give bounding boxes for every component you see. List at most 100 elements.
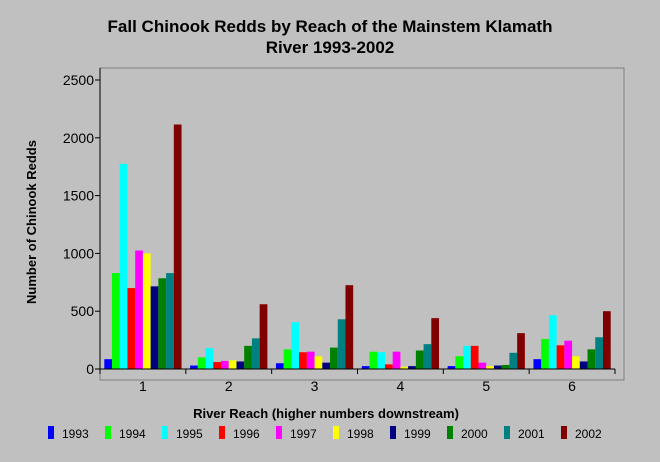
- legend-swatch: [561, 426, 567, 439]
- bar: [314, 356, 323, 369]
- y-axis: 0 500 1000 1500 2000 2500: [63, 72, 100, 377]
- bar: [548, 315, 557, 369]
- legend-label: 1997: [290, 427, 317, 441]
- bar: [259, 304, 268, 369]
- bar: [299, 352, 307, 369]
- bar: [572, 356, 580, 369]
- bar: [455, 356, 464, 369]
- x-tick-label: 2: [225, 378, 233, 394]
- bar: [431, 318, 440, 369]
- bar: [361, 366, 370, 369]
- bar: [400, 366, 409, 369]
- bar: [190, 365, 198, 369]
- legend-label: 1999: [404, 427, 431, 441]
- legend-swatch: [48, 426, 54, 439]
- y-tick-label: 2000: [63, 130, 94, 146]
- chart-title-line-2: River 1993-2002: [266, 38, 395, 57]
- legend-label: 1998: [347, 427, 374, 441]
- bar: [291, 322, 300, 369]
- bar: [602, 311, 611, 369]
- bar: [501, 364, 510, 369]
- bar: [275, 363, 284, 369]
- bar: [135, 250, 143, 369]
- bar: [244, 345, 252, 369]
- bar: [486, 366, 494, 369]
- legend-swatch: [219, 426, 225, 439]
- bar: [415, 350, 424, 369]
- bar: [533, 359, 542, 369]
- bar: [392, 351, 401, 369]
- legend-label: 1996: [233, 427, 260, 441]
- bar: [236, 361, 245, 369]
- bar: [509, 352, 518, 369]
- bar: [104, 359, 113, 369]
- y-axis-title: Number of Chinook Redds: [24, 140, 39, 304]
- bar: [517, 333, 525, 369]
- legend-label: 1995: [176, 427, 203, 441]
- legend-swatch: [162, 426, 168, 439]
- x-axis: 1 2 3 4 5 6: [99, 369, 616, 394]
- bar: [564, 340, 573, 369]
- bar: [251, 338, 260, 369]
- bar: [447, 366, 456, 369]
- bar: [408, 366, 416, 369]
- legend-label: 2000: [461, 427, 488, 441]
- legend-swatch: [504, 426, 510, 439]
- bar: [228, 360, 237, 369]
- legend-swatch: [447, 426, 453, 439]
- bar: [377, 352, 385, 369]
- bar: [556, 345, 565, 369]
- bar: [166, 273, 174, 369]
- legend: 1993 1994 1995 1996 1997 1998 1999 2000 2001 2002: [48, 426, 602, 441]
- bar: [112, 273, 120, 369]
- bar: [470, 345, 479, 369]
- bar: [330, 347, 338, 369]
- x-tick-label: 1: [139, 378, 147, 394]
- bar: [345, 285, 354, 369]
- y-tick-label: 500: [71, 303, 95, 319]
- plot-frame: [99, 67, 625, 381]
- bar: [493, 365, 502, 369]
- legend-label: 2002: [575, 427, 602, 441]
- legend-swatch: [333, 426, 339, 439]
- legend-swatch: [390, 426, 396, 439]
- y-tick-label: 1500: [63, 188, 94, 204]
- bar: [221, 360, 229, 369]
- bars: [104, 124, 611, 369]
- bar: [213, 362, 222, 369]
- x-axis-title: River Reach (higher numbers downstream): [193, 406, 459, 421]
- bar: [150, 286, 159, 369]
- y-tick-label: 0: [86, 361, 94, 377]
- y-tick-label: 1000: [63, 245, 94, 261]
- legend-label: 1993: [62, 427, 89, 441]
- y-tick-label: 2500: [63, 72, 94, 88]
- bar: [369, 351, 378, 369]
- bar: [283, 349, 292, 369]
- bar: [384, 364, 393, 369]
- chart-title-line-1: Fall Chinook Redds by Reach of the Mains…: [108, 17, 553, 36]
- bar: [205, 348, 214, 369]
- bar: [463, 345, 471, 369]
- bar: [595, 337, 603, 369]
- bar: [579, 361, 588, 369]
- bar: [142, 253, 151, 369]
- legend-swatch: [105, 426, 111, 439]
- x-tick-label: 4: [397, 378, 405, 394]
- bar: [197, 357, 206, 369]
- bar: [322, 362, 331, 369]
- bar: [306, 351, 315, 369]
- bar: [541, 338, 549, 369]
- bar: [119, 163, 128, 369]
- x-tick-label: 6: [568, 378, 576, 394]
- bar: [158, 278, 167, 369]
- bar: [337, 319, 346, 369]
- bar: [423, 344, 432, 369]
- legend-swatch: [276, 426, 282, 439]
- x-tick-label: 5: [482, 378, 490, 394]
- bar: [173, 124, 182, 369]
- legend-label: 2001: [518, 427, 545, 441]
- bar: [127, 288, 136, 369]
- bar: [478, 362, 487, 369]
